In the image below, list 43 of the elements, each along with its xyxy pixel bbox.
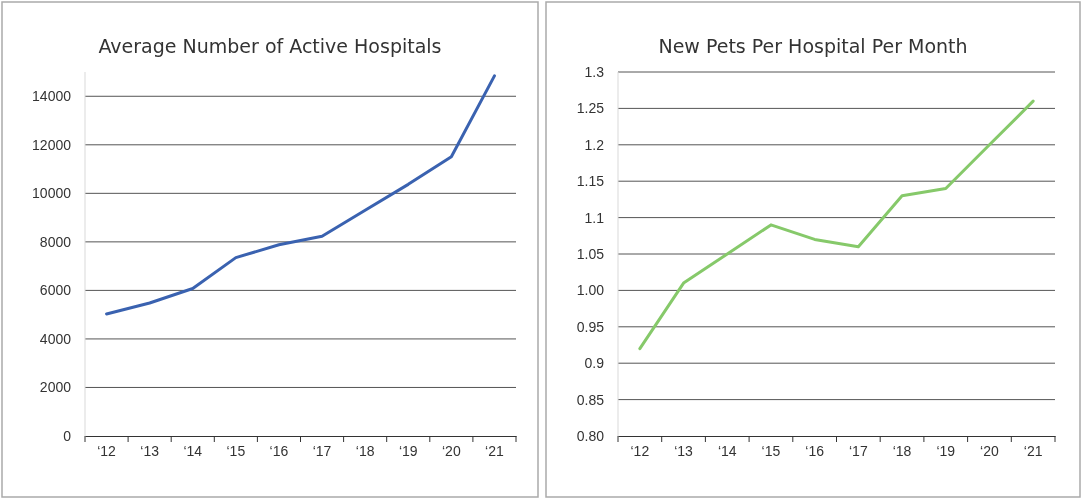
x-tick-label: ‘21 <box>485 442 504 459</box>
y-tick-label: 1.2 <box>584 136 605 153</box>
y-tick-label: 0.95 <box>576 318 605 335</box>
x-tick-label: ‘18 <box>892 442 912 459</box>
y-tick-label: 0.85 <box>576 391 605 408</box>
y-tick-label: 1.00 <box>576 282 605 299</box>
x-tick-label: ‘16 <box>805 442 825 459</box>
chart-title: New Pets Per Hospital Per Month <box>658 35 968 57</box>
x-tick-label: ‘19 <box>398 442 418 459</box>
y-tick-label: 1.3 <box>584 63 605 80</box>
y-tick-label: 6000 <box>39 282 72 299</box>
y-tick-label: 10000 <box>32 185 72 202</box>
x-tick-label: ‘14 <box>183 442 203 459</box>
x-tick-label: ‘13 <box>140 442 160 459</box>
x-tick-label: ‘20 <box>980 442 999 459</box>
y-tick-label: 1.15 <box>576 173 605 190</box>
x-tick-label: ‘17 <box>312 442 332 459</box>
y-tick-label: 0 <box>63 427 72 444</box>
x-tick-label: ‘12 <box>630 442 650 459</box>
x-tick-label: ‘17 <box>849 442 868 459</box>
x-tick-label: ‘12 <box>97 442 117 459</box>
y-tick-label: 0.80 <box>576 427 605 444</box>
line-series <box>105 74 496 316</box>
x-tick-label: ‘18 <box>355 442 375 459</box>
y-tick-label: 8000 <box>39 233 72 250</box>
x-tick-label: ‘15 <box>226 442 246 459</box>
y-tick-label: 0.9 <box>584 355 605 372</box>
line-series <box>638 99 1035 351</box>
x-tick-label: ‘21 <box>1023 442 1043 459</box>
x-tick-label: ‘20 <box>442 442 461 459</box>
y-tick-label: 14000 <box>32 88 72 105</box>
y-tick-label: 12000 <box>32 136 72 153</box>
chart-title: Average Number of Active Hospitals <box>98 35 442 57</box>
y-tick-label: 1.1 <box>584 209 605 226</box>
x-tick-label: ‘16 <box>269 442 289 459</box>
x-tick-label: ‘14 <box>717 442 737 459</box>
x-tick-label: ‘19 <box>936 442 956 459</box>
y-tick-label: 2000 <box>39 379 72 396</box>
x-tick-label: ‘13 <box>674 442 694 459</box>
y-tick-label: 4000 <box>39 330 72 347</box>
y-tick-label: 1.05 <box>576 245 605 262</box>
y-tick-label: 1.25 <box>576 100 605 117</box>
x-tick-label: ‘15 <box>761 442 781 459</box>
